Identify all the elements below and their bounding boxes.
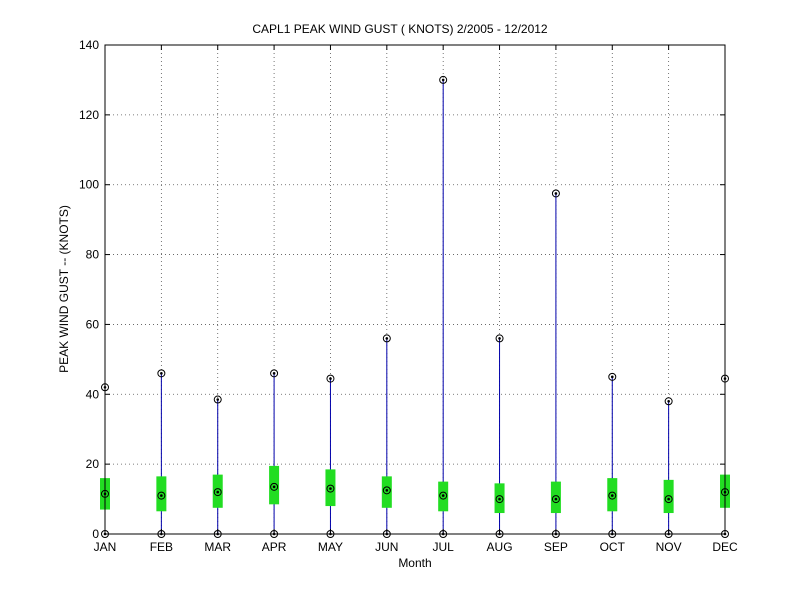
x-tick-label: DEC [712,540,738,554]
y-tick-label: 60 [86,317,100,331]
iqr-box-apr [269,465,280,505]
x-tick-label: FEB [150,540,173,554]
y-axis-label: PEAK WIND GUST -- (KNOTS) [57,205,71,373]
median-marker-dot [667,497,670,501]
iqr-box-nov [663,479,674,514]
grid-lines [105,45,725,534]
x-tick-label: NOV [656,540,682,554]
max-marker-ring [326,374,335,383]
y-tick-label: 40 [86,387,100,401]
max-marker-ring [439,75,448,84]
max-marker-ring [270,369,279,378]
median-marker-dot [554,497,558,501]
y-tick-label: 20 [86,457,100,471]
max-marker-dot [667,399,670,403]
median-marker-ring [608,491,617,500]
median-marker-dot [272,485,276,489]
median-marker-ring [495,495,504,504]
markers [101,75,729,538]
median-marker-dot [610,494,614,497]
x-axis-label: Month [398,556,432,570]
iqr-box-sep [550,481,561,514]
y-tick-label: 0 [92,527,99,541]
max-marker-ring [213,395,222,404]
chart-title: CAPL1 PEAK WIND GUST ( KNOTS) 2/2005 - 1… [252,22,548,36]
axis-ticks: 0 20 40 60 80 100 120 140 JAN FEB MAR APR MAY JUN JUL A… [79,38,738,554]
x-tick-label: MAR [204,540,231,554]
median-marker-dot [216,490,220,494]
max-marker-ring [495,334,504,343]
whiskers [104,79,726,534]
median-marker-ring [551,495,560,504]
median-marker-dot [160,494,163,497]
max-marker-dot [160,372,163,375]
max-marker-ring [664,397,673,406]
iqr-box-jun [381,476,392,508]
median-marker-dot [329,487,332,490]
max-marker-dot [329,377,332,380]
y-tick-label: 100 [79,178,99,192]
median-marker-ring [382,486,391,495]
max-marker-dot [385,337,389,340]
x-tick-label: JUL [433,540,455,554]
max-marker-ring [157,369,166,378]
max-marker-dot [441,78,445,82]
boxes [100,465,730,514]
x-tick-label: SEP [544,540,568,554]
y-tick-label: 80 [86,248,100,262]
median-marker-ring [664,495,673,504]
median-marker-ring [439,491,448,500]
x-tick-label: JAN [94,540,117,554]
iqr-box-feb [156,476,167,512]
y-tick-label: 140 [79,38,99,52]
y-tick-label: 120 [79,108,99,122]
max-marker-ring [551,189,560,198]
median-marker-dot [441,494,445,497]
max-marker-dot [272,372,276,375]
median-marker-ring [213,488,222,497]
x-tick-label: APR [262,540,287,554]
median-marker-ring [157,491,166,500]
max-marker-ring [382,334,391,343]
max-marker-dot [498,337,501,340]
max-marker-dot [610,375,614,379]
x-tick-label: JUN [375,540,398,554]
x-tick-label: AUG [487,540,513,554]
x-tick-label: OCT [600,540,626,554]
plot-frame [104,44,726,535]
median-marker-ring [326,484,335,493]
max-marker-dot [216,398,220,401]
max-marker-dot [554,192,558,195]
median-marker-ring [270,482,279,491]
median-marker-dot [498,497,501,501]
max-marker-ring [608,372,617,381]
median-marker-dot [385,489,389,492]
x-tick-label: MAY [318,540,343,554]
